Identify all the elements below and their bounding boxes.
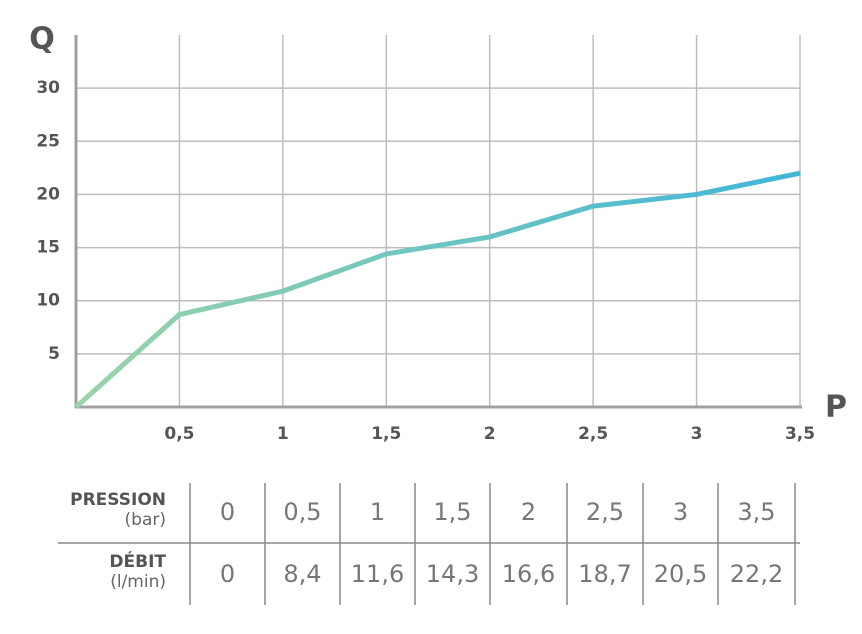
row-label: DÉBIT xyxy=(109,550,166,572)
table-cell: 0 xyxy=(220,560,235,588)
table-cell: 0 xyxy=(220,498,235,526)
table-cell: 11,6 xyxy=(351,560,404,588)
y-tick-label: 25 xyxy=(36,131,60,151)
y-tick-label: 20 xyxy=(36,184,60,204)
table-cell: 22,2 xyxy=(730,560,783,588)
row-unit: (l/min) xyxy=(110,572,166,592)
table-cell: 1 xyxy=(370,498,385,526)
x-tick-label: 2,5 xyxy=(578,424,608,444)
table-cell: 0,5 xyxy=(283,498,321,526)
x-tick-label: 2 xyxy=(484,424,496,444)
table-cell: 18,7 xyxy=(578,560,631,588)
table-cell: 20,5 xyxy=(654,560,707,588)
table-cell: 3 xyxy=(673,498,688,526)
row-label: PRESSION xyxy=(70,490,166,510)
x-tick-label: 0,5 xyxy=(164,424,194,444)
y-axis-label: Q xyxy=(29,22,55,57)
y-tick-label: 15 xyxy=(36,238,60,258)
table-cell: 8,4 xyxy=(283,560,321,588)
row-unit: (bar) xyxy=(125,510,166,530)
x-tick-label: 3 xyxy=(691,424,703,444)
table-cell: 14,3 xyxy=(426,560,479,588)
x-tick-label: 3,5 xyxy=(785,424,815,444)
table-cell: 16,6 xyxy=(502,560,555,588)
data-line xyxy=(74,170,801,409)
y-tick-label: 30 xyxy=(36,78,60,98)
table-cell: 2,5 xyxy=(586,498,624,526)
x-tick-label: 1,5 xyxy=(371,424,401,444)
table-cell: 3,5 xyxy=(737,498,775,526)
x-tick-label: 1 xyxy=(277,424,289,444)
table-cell: 1,5 xyxy=(433,498,471,526)
y-tick-label: 10 xyxy=(36,291,60,311)
x-axis-label: P xyxy=(825,390,847,425)
y-tick-label: 5 xyxy=(48,344,60,364)
table-cell: 2 xyxy=(521,498,536,526)
